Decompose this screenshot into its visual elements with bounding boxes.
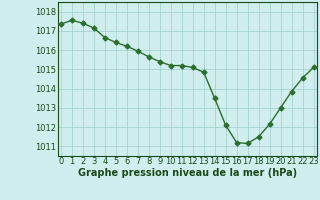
X-axis label: Graphe pression niveau de la mer (hPa): Graphe pression niveau de la mer (hPa) [78,168,297,178]
